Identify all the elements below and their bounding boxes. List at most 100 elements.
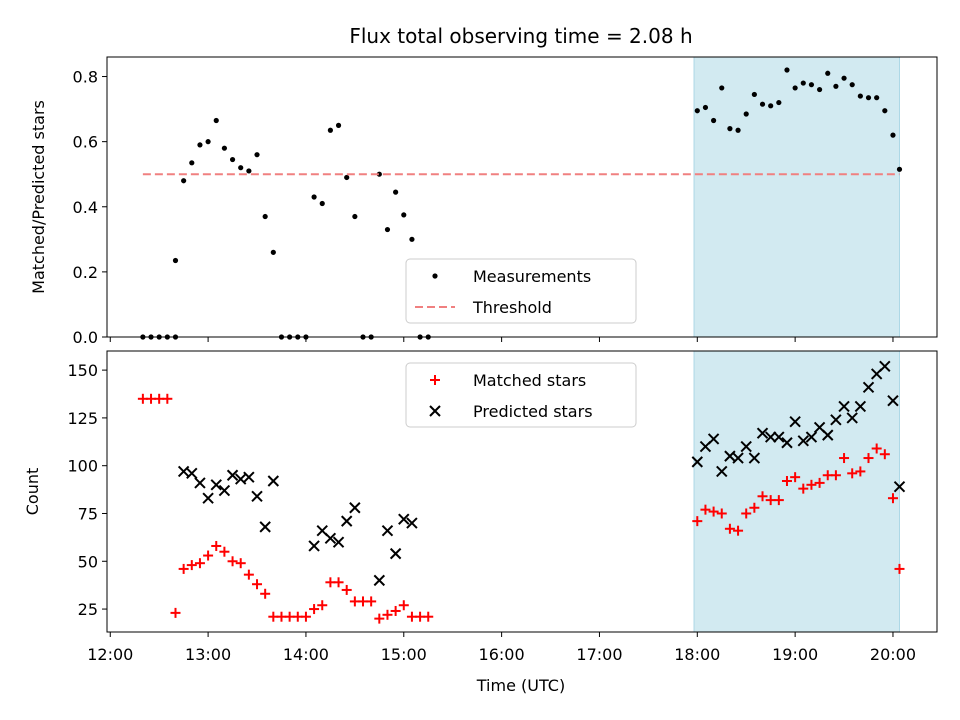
data-point: [862, 381, 875, 394]
data-point: [863, 453, 874, 464]
data-point: [865, 95, 872, 101]
y-tick-label: 0.2: [73, 263, 98, 282]
data-point: [211, 540, 222, 551]
data-point: [194, 477, 206, 489]
data-point: [838, 400, 850, 413]
data-point: [751, 91, 757, 98]
data-point: [229, 156, 236, 163]
data-point: [177, 465, 190, 478]
data-point: [366, 596, 377, 607]
data-point: [784, 67, 790, 73]
y-tick-label: 0.6: [73, 133, 98, 152]
data-point: [692, 516, 703, 527]
x-tick-label: 18:00: [674, 645, 720, 664]
legend-label: Predicted stars: [473, 402, 593, 421]
x-tick-label: 15:00: [381, 645, 427, 664]
data-point: [854, 400, 867, 413]
data-point: [333, 577, 344, 588]
data-point: [855, 466, 866, 477]
data-point: [759, 101, 766, 107]
x-tick-label: 14:00: [283, 645, 329, 664]
legend-label: Measurements: [473, 267, 591, 286]
data-point: [768, 103, 774, 109]
chart-title: Flux total observing time = 2.08 h: [349, 24, 692, 48]
data-point: [262, 213, 268, 220]
data-point: [805, 431, 818, 443]
data-point: [694, 108, 700, 114]
data-point: [341, 584, 352, 595]
data-point: [162, 393, 173, 404]
data-point: [893, 481, 906, 493]
y-tick-label: 50: [78, 552, 98, 571]
data-point: [235, 473, 247, 485]
data-point: [260, 588, 271, 599]
legend-swatch: [432, 273, 438, 279]
data-point: [700, 504, 711, 515]
data-point: [800, 80, 806, 86]
data-point: [890, 132, 896, 138]
data-point: [735, 127, 741, 133]
data-point: [384, 226, 391, 233]
data-point: [270, 249, 276, 255]
data-point: [894, 563, 905, 574]
data-point: [246, 168, 252, 174]
data-point: [398, 513, 410, 525]
data-point: [243, 471, 255, 483]
y-tick-label: 0.8: [73, 68, 98, 87]
x-tick-label: 16:00: [479, 645, 525, 664]
data-point: [390, 605, 401, 616]
y-tick-label: 0.4: [73, 198, 98, 217]
data-point: [879, 449, 890, 460]
data-point: [882, 108, 888, 114]
y-tick-label: 25: [78, 600, 98, 619]
data-point: [181, 178, 187, 184]
legend-label: Threshold: [472, 298, 552, 317]
data-point: [757, 491, 768, 502]
data-point: [205, 139, 211, 145]
data-point: [340, 515, 353, 527]
series-measurements: [140, 67, 903, 340]
data-point: [332, 536, 345, 548]
data-point: [172, 257, 179, 264]
data-point: [741, 508, 752, 519]
data-point: [309, 604, 320, 615]
data-point: [830, 414, 842, 426]
data-point: [203, 550, 214, 561]
x-tick-label: 17:00: [576, 645, 622, 664]
y-axis-label: Count: [23, 468, 42, 516]
axes-frame: [106, 56, 938, 338]
data-point: [833, 83, 839, 89]
data-point: [724, 450, 736, 462]
data-point: [389, 547, 402, 560]
data-point: [748, 452, 761, 464]
data-point: [816, 86, 823, 93]
data-point: [871, 443, 882, 454]
data-point: [857, 93, 863, 99]
axes-frame: [106, 350, 938, 633]
y-axis-label: Matched/Predicted stars: [29, 100, 48, 294]
legend-box: [405, 258, 637, 324]
data-point: [847, 468, 858, 479]
data-point: [324, 532, 337, 545]
data-point: [776, 99, 782, 106]
data-point: [830, 470, 841, 481]
data-point: [243, 569, 254, 580]
y-tick-label: 75: [78, 504, 98, 523]
data-point: [798, 483, 809, 494]
y-tick-label: 125: [67, 409, 98, 428]
x-axis-label: Time (UTC): [476, 676, 565, 695]
data-point: [382, 609, 393, 620]
data-point: [189, 160, 195, 166]
y-tick-label: 0.0: [73, 328, 98, 347]
data-point: [814, 477, 825, 488]
data-point: [749, 502, 760, 513]
data-point: [789, 416, 801, 428]
data-point: [238, 165, 244, 171]
data-point: [376, 171, 382, 177]
data-point: [308, 540, 320, 552]
data-point: [170, 607, 181, 618]
series-matched-stars: [137, 393, 905, 624]
data-point: [708, 506, 719, 517]
data-point: [393, 189, 399, 195]
